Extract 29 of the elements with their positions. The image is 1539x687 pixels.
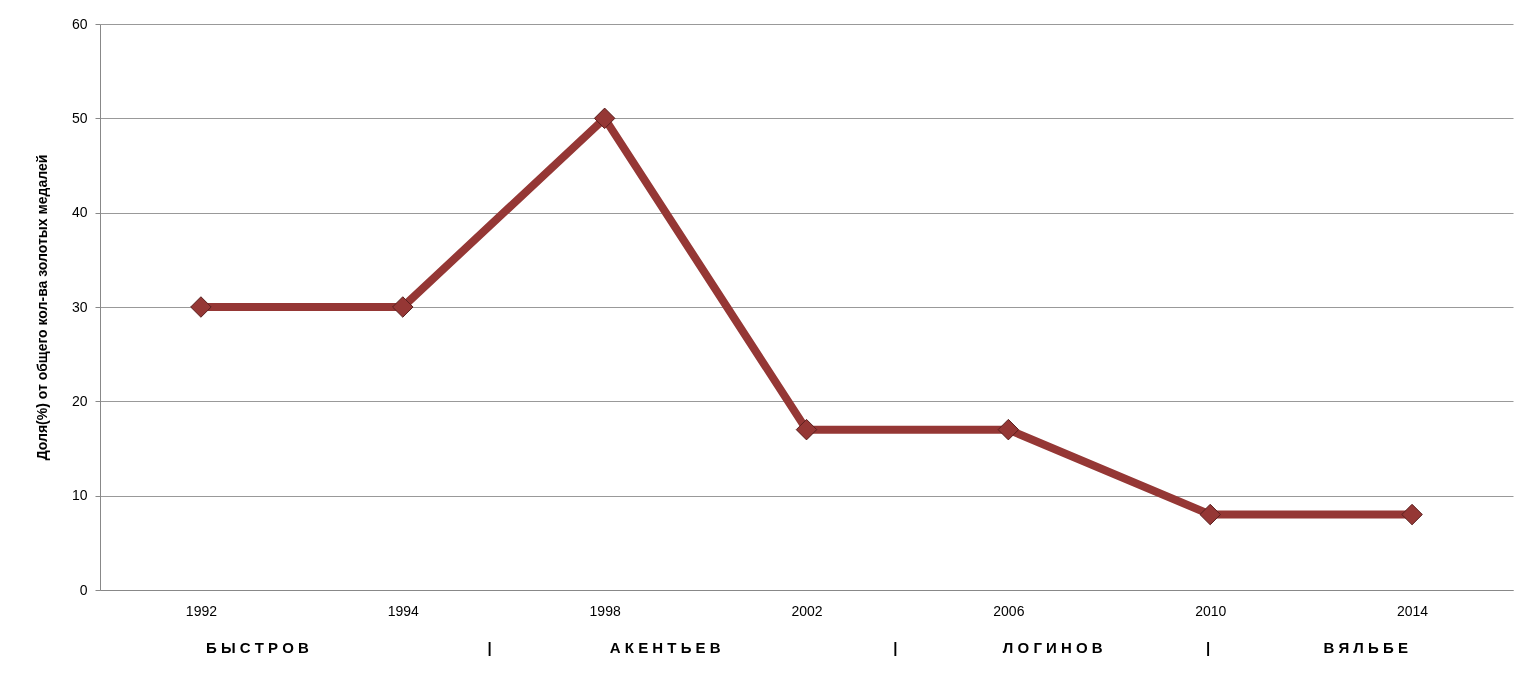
- x-tick-label: 2002: [791, 602, 823, 619]
- point: [997, 418, 1020, 441]
- text: В Я Л Ь Б Е: [1323, 639, 1408, 656]
- x-tick-label: 2006: [993, 602, 1025, 619]
- y-tick-label: 20: [71, 392, 88, 409]
- y-tick-label: 30: [71, 298, 88, 315]
- text: |: [487, 639, 492, 656]
- text: Б Ы С Т Р О В: [205, 639, 310, 656]
- point: [795, 418, 818, 441]
- point: [190, 296, 212, 318]
- point: [1199, 503, 1221, 526]
- point: [392, 296, 414, 318]
- text: |: [1206, 639, 1211, 656]
- text: А К Е Н Т Ь Е В: [609, 639, 721, 656]
- x-tick-label: 2014: [1396, 602, 1429, 619]
- x-tick-label: 1998: [589, 602, 621, 619]
- y-tick-label: 0: [79, 581, 88, 598]
- point: [1401, 503, 1423, 526]
- y-tick-label: 10: [71, 487, 88, 504]
- text: |: [893, 639, 898, 656]
- x-tick-label: 2010: [1195, 602, 1227, 619]
- y-tick-label: 60: [71, 15, 88, 32]
- x-tick-label: 1992: [185, 602, 218, 619]
- y-axis-title: Доля(%) от общего кол-ва золотых медалей: [33, 154, 50, 461]
- y-tick-label: 40: [71, 204, 88, 221]
- text: Л О Г И Н О В: [1002, 639, 1103, 656]
- point: [593, 107, 616, 130]
- x-tick-label: 1994: [387, 602, 420, 619]
- y-tick-label: 50: [71, 109, 88, 126]
